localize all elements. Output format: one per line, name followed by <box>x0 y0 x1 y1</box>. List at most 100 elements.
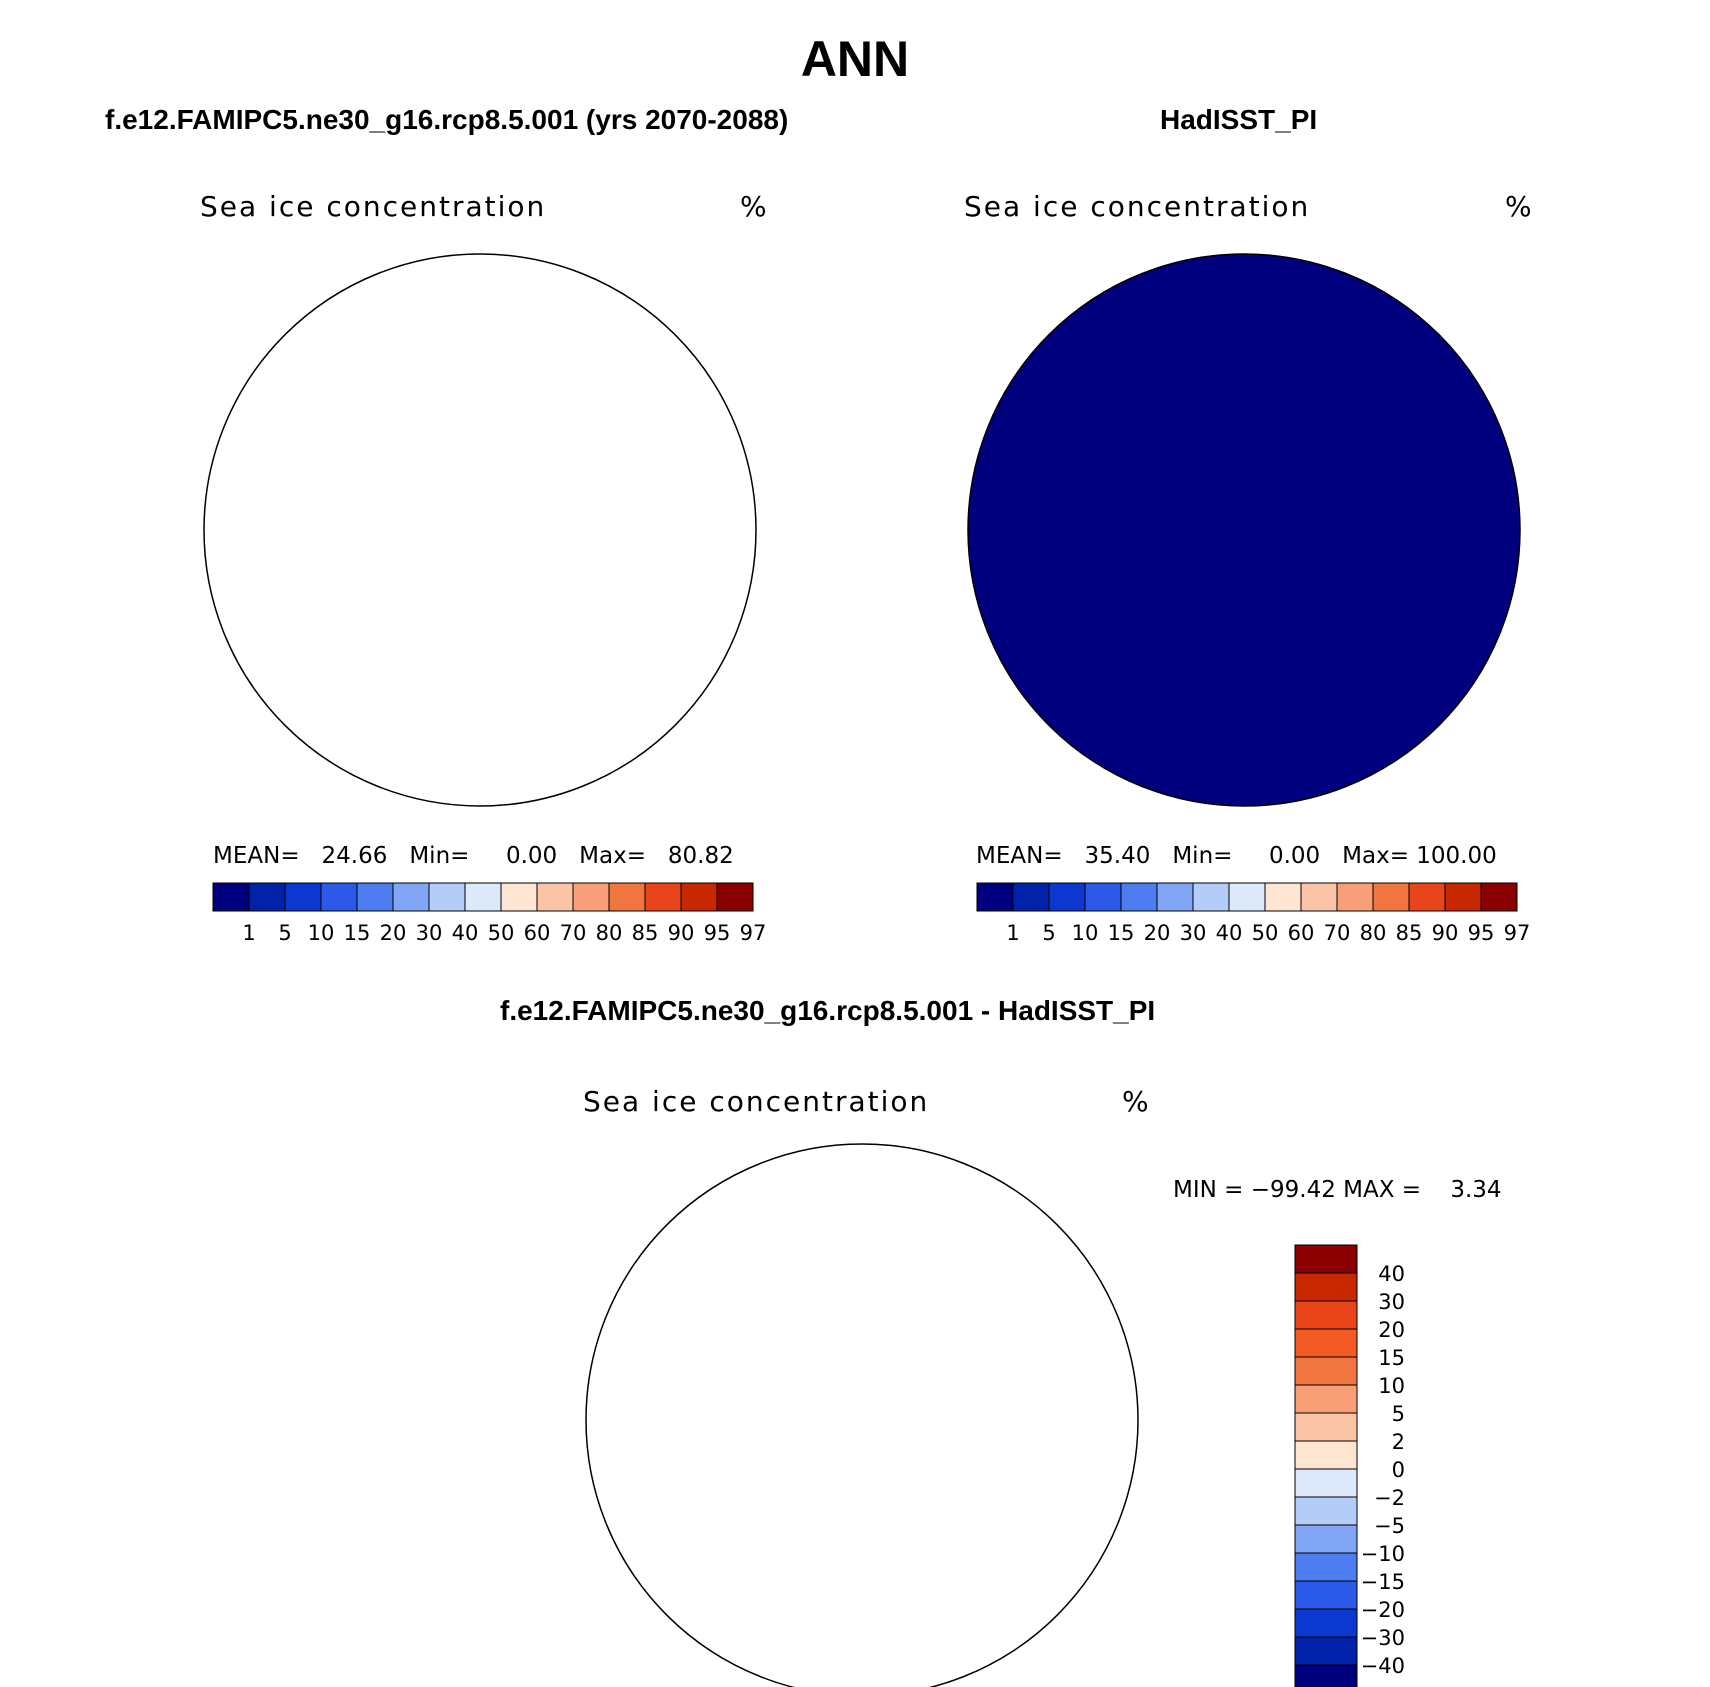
obs-colorbar-tick-label: 15 <box>1108 921 1135 945</box>
model-colorbar-swatch <box>716 882 754 912</box>
panel-model-case-title: f.e12.FAMIPC5.ne30_g16.rcp8.5.001 (yrs 2… <box>105 104 789 135</box>
panel-obs-map <box>967 253 1521 807</box>
panel-model-variable-label: Sea ice concentration <box>200 190 547 223</box>
diff-colorbar-swatch <box>1294 1608 1358 1638</box>
model-colorbar-tick-label: 50 <box>488 921 515 945</box>
panel-model-stats: MEAN= 24.66 Min= 0.00 Max= 80.82 <box>213 843 734 869</box>
model-colorbar-swatch <box>644 882 682 912</box>
model-colorbar-tick-label: 90 <box>668 921 695 945</box>
diff-colorbar-swatch <box>1294 1496 1358 1526</box>
diff-colorbar-swatch <box>1294 1412 1358 1442</box>
model-colorbar-swatch <box>356 882 394 912</box>
obs-colorbar-tick-label: 10 <box>1072 921 1099 945</box>
obs-colorbar-tick-label: 5 <box>1042 921 1055 945</box>
min-value: 0.00 <box>1268 843 1321 869</box>
obs-colorbar-swatch <box>976 882 1014 912</box>
obs-colorbar-swatch <box>1336 882 1374 912</box>
model-colorbar-swatch <box>284 882 322 912</box>
obs-colorbar-tick-label: 70 <box>1324 921 1351 945</box>
obs-colorbar-swatch <box>1480 882 1518 912</box>
diff-colorbar-swatch <box>1294 1636 1358 1666</box>
diff-colorbar-tick-label: 20 <box>1378 1318 1405 1342</box>
obs-colorbar-tick-label: 60 <box>1288 921 1315 945</box>
obs-colorbar-swatch <box>1084 882 1122 912</box>
diff-colorbar-tick-label: −15 <box>1361 1570 1405 1594</box>
obs-colorbar-swatch <box>1012 882 1050 912</box>
model-colorbar-swatch <box>608 882 646 912</box>
diff-colorbar-swatch <box>1294 1552 1358 1582</box>
figure-title: ANN <box>800 31 910 87</box>
obs-colorbar-tick-label: 30 <box>1180 921 1207 945</box>
obs-colorbar-swatch <box>1120 882 1158 912</box>
model-colorbar-tick-label: 60 <box>524 921 551 945</box>
obs-colorbar-tick-label: 1 <box>1006 921 1019 945</box>
model-colorbar-tick-label: 30 <box>416 921 443 945</box>
model-colorbar-tick-label: 1 <box>242 921 255 945</box>
diff-colorbar-swatch <box>1294 1580 1358 1610</box>
panel-obs-case-title: HadISST_PI <box>1160 104 1318 135</box>
model-colorbar-swatch <box>212 882 250 912</box>
model-colorbar-tick-label: 97 <box>740 921 767 945</box>
model-colorbar-tick-label: 80 <box>596 921 623 945</box>
diff-colorbar-tick-label: 10 <box>1378 1374 1405 1398</box>
diff-colorbar-swatch <box>1294 1328 1358 1358</box>
max-label: Max= <box>1342 843 1409 869</box>
diff-colorbar-tick-label: 5 <box>1392 1402 1405 1426</box>
model-colorbar-tick-label: 10 <box>308 921 335 945</box>
obs-colorbar-tick-label: 90 <box>1432 921 1459 945</box>
panel-diff-stats: MIN = −99.42 MAX = 3.34 <box>1173 1177 1502 1203</box>
diff-colorbar-tick-label: 0 <box>1392 1458 1405 1482</box>
panel-model-units: % <box>740 190 769 223</box>
model-colorbar-tick-label: 5 <box>278 921 291 945</box>
max-value: 80.82 <box>667 843 734 869</box>
diff-colorbar-tick-label: −2 <box>1374 1486 1405 1510</box>
diff-colorbar-swatch <box>1294 1272 1358 1302</box>
panel-model-map <box>203 253 757 807</box>
model-colorbar-tick-label: 70 <box>560 921 587 945</box>
model-colorbar-swatch <box>536 882 574 912</box>
obs-colorbar-swatch <box>1264 882 1302 912</box>
obs-colorbar-tick-label: 40 <box>1216 921 1243 945</box>
obs-colorbar-swatch <box>1300 882 1338 912</box>
panel-diff-case-title: f.e12.FAMIPC5.ne30_g16.rcp8.5.001 - HadI… <box>500 995 1156 1026</box>
model-colorbar-swatch <box>500 882 538 912</box>
min-label: Min= <box>409 843 470 869</box>
obs-colorbar-tick-label: 97 <box>1504 921 1531 945</box>
diff-colorbar-tick-label: 2 <box>1392 1430 1405 1454</box>
model-colorbar-tick-label: 40 <box>452 921 479 945</box>
model-colorbar-tick-label: 20 <box>380 921 407 945</box>
mean-value: 35.40 <box>1084 843 1151 869</box>
obs-colorbar-swatch <box>1228 882 1266 912</box>
obs-colorbar-tick-label: 50 <box>1252 921 1279 945</box>
diff-colorbar-tick-label: −10 <box>1361 1542 1405 1566</box>
mean-label: MEAN= <box>976 843 1063 869</box>
panel-obs-colorbar: 1 5 10 15 20 30 40 50 60 70 80 85 90 95 97 <box>976 882 1531 945</box>
min-label: Min= <box>1172 843 1233 869</box>
max-label: Max= <box>579 843 646 869</box>
diff-colorbar-swatch <box>1294 1468 1358 1498</box>
obs-colorbar-tick-label: 85 <box>1396 921 1423 945</box>
diff-colorbar-swatch <box>1294 1384 1358 1414</box>
model-colorbar-tick-label: 15 <box>344 921 371 945</box>
model-colorbar-swatch <box>464 882 502 912</box>
model-colorbar-swatch <box>428 882 466 912</box>
diff-colorbar-tick-label: −40 <box>1361 1654 1405 1678</box>
obs-colorbar-swatch <box>1408 882 1446 912</box>
panel-obs-variable-label: Sea ice concentration <box>964 190 1311 223</box>
panel-obs-stats: MEAN= 35.40 Min= 0.00 Max= 100.00 <box>976 843 1497 869</box>
model-colorbar-tick-label: 85 <box>632 921 659 945</box>
diff-colorbar-tick-label: −5 <box>1374 1514 1405 1538</box>
diff-colorbar-swatch <box>1294 1356 1358 1386</box>
model-colorbar-swatch <box>320 882 358 912</box>
panel-diff-units: % <box>1122 1085 1151 1118</box>
panel-obs-units: % <box>1505 190 1534 223</box>
mean-value: 24.66 <box>321 843 388 869</box>
model-colorbar-swatch <box>572 882 610 912</box>
obs-colorbar-swatch <box>1156 882 1194 912</box>
panel-diff-map <box>585 1143 1139 1687</box>
obs-colorbar-tick-label: 95 <box>1468 921 1495 945</box>
model-colorbar-swatch <box>248 882 286 912</box>
panel-diff-variable-label: Sea ice concentration <box>583 1085 930 1118</box>
